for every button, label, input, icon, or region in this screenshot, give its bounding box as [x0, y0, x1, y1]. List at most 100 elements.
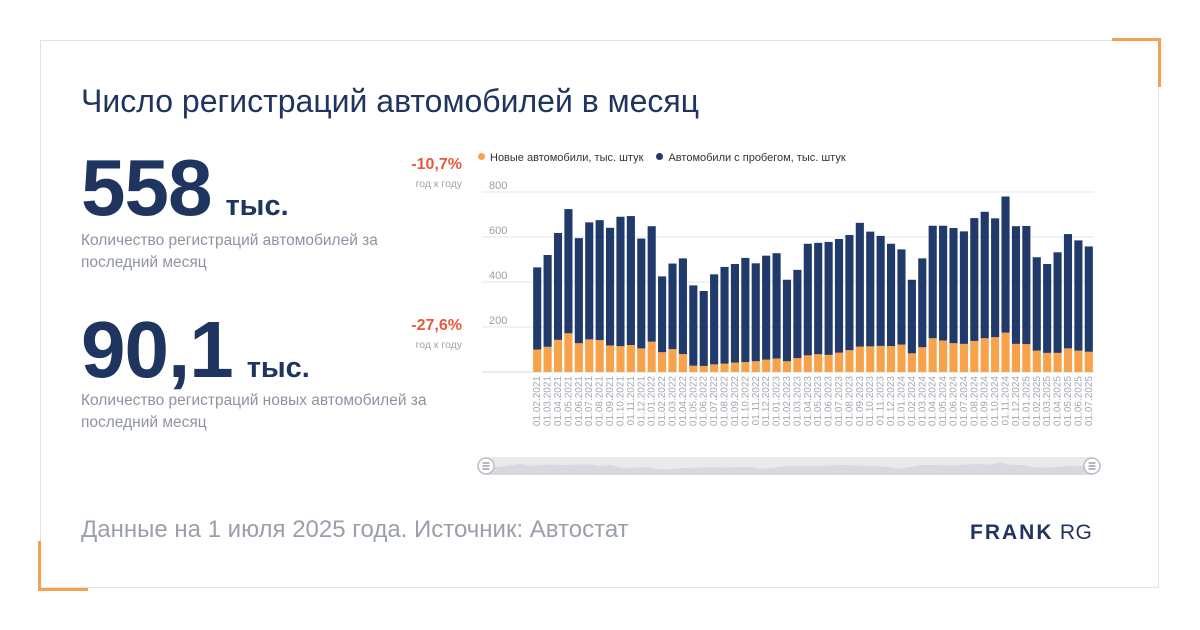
footer-source: Данные на 1 июля 2025 года. Источник: Ав…: [81, 516, 629, 543]
bar-new: [866, 346, 875, 372]
x-tick-label: 01.03.2024: [917, 376, 928, 426]
y-tick-label: 600: [489, 225, 507, 237]
x-tick-label: 01.11.2022: [751, 376, 762, 426]
bar-new: [897, 344, 906, 372]
stat-total-delta-sub: год к году: [415, 178, 462, 190]
bar-new: [793, 358, 802, 372]
bar-used: [793, 269, 802, 359]
bar-new: [751, 361, 760, 372]
legend-item-new[interactable]: Новые автомобили, тыс. штук: [478, 152, 643, 164]
stat-new-desc: Количество регистраций новых автомобилей…: [81, 392, 427, 431]
x-tick-label: 01.07.2021: [584, 376, 595, 426]
stat-total: 558 тыс.: [81, 148, 289, 228]
stat-total-unit: тыс.: [225, 190, 289, 222]
x-tick-label: 01.02.2021: [532, 376, 543, 426]
x-tick-label: 01.06.2022: [699, 376, 710, 426]
x-tick-label: 01.03.2025: [1042, 376, 1053, 426]
bar-new: [1053, 352, 1062, 372]
bar-used: [855, 222, 864, 347]
x-tick-label: 01.02.2024: [907, 376, 918, 426]
bar-new: [949, 343, 958, 372]
x-tick-label: 01.04.2022: [678, 376, 689, 426]
bar-new: [970, 340, 979, 372]
bar-used: [710, 274, 719, 365]
bar-used: [689, 285, 698, 366]
bar-used: [678, 258, 687, 354]
bar-used: [741, 257, 750, 363]
bar-used: [543, 255, 552, 347]
x-tick-label: 01.04.2023: [803, 376, 814, 426]
bar-new: [564, 333, 573, 372]
bar-new: [939, 340, 948, 372]
bar-used: [658, 276, 667, 353]
bar-new: [626, 345, 635, 372]
stat-new-delta: -27,6%: [411, 317, 462, 334]
x-tick-label: 01.09.2023: [855, 376, 866, 426]
legend-item-used[interactable]: Автомобили с пробегом, тыс. штук: [656, 152, 846, 164]
bar-new: [637, 348, 646, 372]
bar-used: [1063, 234, 1073, 349]
bar-new: [928, 338, 937, 372]
bar-new: [605, 345, 615, 372]
bar-new: [1074, 350, 1083, 372]
bar-new: [730, 362, 740, 372]
bar-new: [886, 346, 896, 372]
bar-used: [1011, 226, 1021, 344]
bar-new: [699, 365, 708, 372]
bar-new: [1084, 351, 1093, 372]
bar-new: [658, 352, 667, 372]
x-tick-label: 01.12.2021: [636, 376, 647, 426]
stat-total-desc: Количество регистраций автомобилей за по…: [81, 232, 378, 271]
bar-new: [762, 359, 771, 372]
stat-new: 90,1 тыс.: [81, 310, 310, 390]
x-tick-label: 01.07.2025: [1084, 376, 1095, 426]
bar-new: [907, 353, 916, 372]
bar-used: [876, 235, 885, 346]
bar-new: [533, 349, 542, 372]
bar-new: [876, 345, 885, 372]
x-tick-label: 01.07.2022: [709, 376, 720, 426]
bar-used: [866, 231, 875, 347]
bar-used: [918, 258, 927, 348]
bar-used: [959, 231, 968, 344]
x-tick-label: 01.06.2025: [1073, 376, 1084, 426]
bar-new: [1022, 344, 1031, 372]
bar-used: [1053, 252, 1062, 353]
bar-new: [595, 340, 604, 372]
range-navigator-area: [486, 463, 1092, 475]
bar-used: [980, 211, 989, 339]
legend-dot-new: [478, 153, 485, 160]
bar-new: [585, 339, 594, 372]
bar-new: [720, 363, 729, 372]
x-tick-label: 01.03.2021: [543, 376, 554, 426]
x-tick-label: 01.11.2024: [1001, 376, 1012, 426]
bar-new: [803, 355, 812, 372]
x-tick-label: 01.06.2023: [824, 376, 835, 426]
bar-used: [595, 220, 604, 341]
brand-logo: FRANK RG: [970, 521, 1092, 545]
bar-used: [991, 218, 1000, 338]
stat-new-delta-sub: год к году: [415, 339, 462, 351]
bar-new: [959, 343, 968, 372]
bar-used: [886, 243, 896, 347]
bar-new: [824, 354, 833, 372]
range-handle-left[interactable]: [477, 457, 495, 475]
range-handle-right[interactable]: [1083, 457, 1101, 475]
bar-used: [564, 209, 573, 334]
bar-new: [1043, 352, 1052, 372]
x-tick-label: 01.12.2023: [886, 376, 897, 426]
x-tick-label: 01.02.2022: [657, 376, 668, 426]
bar-new: [616, 346, 625, 372]
bar-used: [1032, 257, 1041, 351]
bar-used: [803, 243, 812, 356]
x-tick-label: 01.03.2023: [792, 376, 803, 426]
bar-new: [855, 346, 864, 372]
bar-used: [928, 225, 937, 339]
logo-light: RG: [1059, 521, 1093, 544]
x-tick-label: 01.01.2023: [772, 376, 783, 426]
x-tick-label: 01.08.2022: [720, 376, 731, 426]
bar-new: [647, 341, 656, 372]
x-tick-label: 01.08.2023: [844, 376, 855, 426]
stat-new-value: 90,1: [81, 305, 234, 394]
